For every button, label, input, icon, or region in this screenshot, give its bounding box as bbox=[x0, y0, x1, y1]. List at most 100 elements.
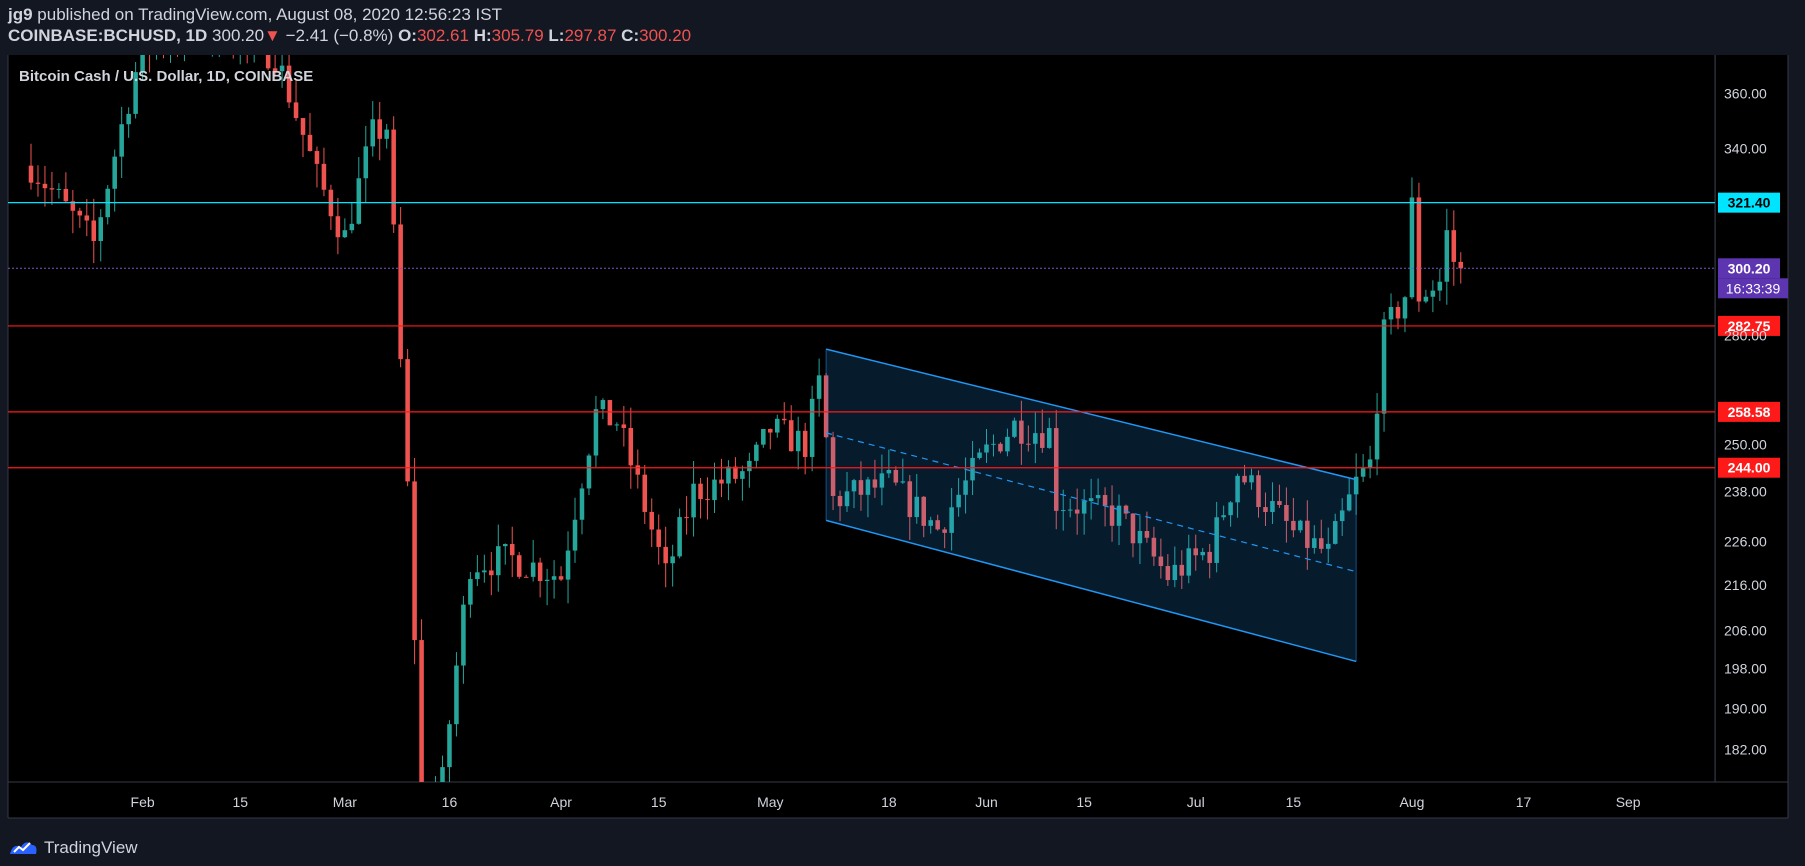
candle-body bbox=[886, 469, 892, 474]
candle-body bbox=[1451, 230, 1457, 262]
candle-body bbox=[210, 37, 215, 38]
horizontal-levels: 321.40 282.75 258.58 244.00 300.20 16:33:39 bbox=[8, 192, 1788, 478]
candle-body bbox=[1144, 530, 1150, 538]
candle-body bbox=[754, 444, 759, 461]
time-tick-label: 15 bbox=[1076, 794, 1092, 810]
candle-body bbox=[1388, 307, 1394, 320]
candle-body bbox=[572, 519, 578, 551]
candle-body bbox=[335, 216, 341, 238]
level-price-badge bbox=[1718, 401, 1780, 422]
candle-body bbox=[28, 165, 34, 183]
candle-body bbox=[1047, 428, 1052, 448]
candle-body bbox=[1102, 495, 1108, 506]
candle-body bbox=[1005, 436, 1010, 452]
candle-body bbox=[377, 119, 382, 139]
time-tick-label: Sep bbox=[1616, 794, 1641, 810]
time-axis[interactable] bbox=[8, 782, 1788, 818]
open-label: O: bbox=[398, 26, 417, 45]
candle-body bbox=[461, 604, 466, 666]
candle-body bbox=[1437, 281, 1443, 291]
candle-body bbox=[761, 428, 766, 445]
publish-line: jg9 published on TradingView.com, August… bbox=[8, 4, 691, 25]
candle-body bbox=[63, 188, 69, 202]
candle-body bbox=[440, 767, 445, 782]
price-tick-label: 190.00 bbox=[1724, 700, 1767, 716]
candle-body bbox=[1116, 505, 1122, 526]
candle-body bbox=[405, 359, 410, 482]
candle-body bbox=[272, 68, 278, 72]
candle-body bbox=[677, 517, 682, 557]
channel-lower-line[interactable] bbox=[825, 519, 1357, 663]
candle-body bbox=[91, 220, 97, 242]
high-value: 305.79 bbox=[491, 26, 544, 45]
time-ticks: Feb 15 Mar 16 Apr 15 May 18 Jun 15 Jul 15 Aug 17 Sep bbox=[131, 794, 1641, 810]
candle-body bbox=[914, 496, 920, 518]
candle-body bbox=[1423, 296, 1429, 302]
candle-body bbox=[593, 409, 599, 456]
candle-body bbox=[1019, 420, 1024, 444]
chart-pane[interactable] bbox=[8, 55, 1715, 782]
candle-body bbox=[363, 146, 369, 179]
candle-body bbox=[1256, 475, 1261, 508]
candle-body bbox=[1284, 504, 1289, 521]
candle-body bbox=[768, 428, 773, 433]
candle-body bbox=[1298, 520, 1303, 531]
candle-body bbox=[35, 182, 41, 184]
time-tick-label: Mar bbox=[333, 794, 357, 810]
candle-body bbox=[565, 550, 571, 580]
candle-body bbox=[482, 570, 487, 573]
candle-body bbox=[454, 665, 459, 725]
candle-body bbox=[991, 443, 996, 445]
footer-brand[interactable]: TradingView bbox=[44, 838, 138, 857]
channel-upper-line[interactable] bbox=[825, 348, 1357, 481]
candle-body bbox=[621, 424, 627, 428]
price-tick-label: 238.00 bbox=[1724, 484, 1767, 500]
descending-channel[interactable] bbox=[825, 348, 1357, 663]
candle-body bbox=[1012, 420, 1017, 437]
price-tick-label: 360.00 bbox=[1724, 86, 1767, 102]
price-tick-label: 340.00 bbox=[1724, 141, 1767, 157]
level-price-badge bbox=[1718, 315, 1780, 336]
candle-body bbox=[1367, 459, 1373, 468]
candle-body bbox=[182, 23, 187, 46]
level-price-label: 244.00 bbox=[1728, 460, 1771, 476]
candle-body bbox=[1409, 197, 1415, 298]
candle-body bbox=[259, 34, 264, 36]
candle-body bbox=[809, 398, 815, 457]
candle-body bbox=[684, 517, 689, 519]
channel-mid-line[interactable] bbox=[825, 432, 1357, 573]
high-label: H: bbox=[473, 26, 492, 45]
candle-body bbox=[649, 511, 654, 530]
candle-body bbox=[489, 570, 494, 576]
candle-body bbox=[175, 44, 180, 45]
channel-fill[interactable] bbox=[826, 349, 1357, 662]
candle-body bbox=[656, 529, 661, 547]
candle-body bbox=[140, 55, 145, 73]
price-tick-label: 206.00 bbox=[1724, 623, 1767, 639]
candle-body bbox=[670, 556, 675, 564]
change-value: −2.41 (−0.8%) bbox=[285, 26, 394, 45]
candle-body bbox=[1081, 501, 1087, 514]
candle-body bbox=[161, 42, 166, 48]
time-tick-label: Feb bbox=[131, 794, 155, 810]
candle-body bbox=[1172, 564, 1178, 581]
candle-body bbox=[795, 430, 801, 452]
level-price-label: 282.75 bbox=[1728, 318, 1771, 334]
candle-body bbox=[391, 129, 396, 225]
candle-body bbox=[1207, 551, 1212, 563]
candle-body bbox=[356, 178, 362, 224]
candle-body bbox=[879, 473, 885, 488]
candle-body bbox=[314, 151, 320, 164]
candle-body bbox=[1026, 443, 1031, 445]
candle-body bbox=[1395, 307, 1401, 319]
publisher-name[interactable]: jg9 bbox=[8, 5, 33, 24]
candle-body bbox=[1214, 517, 1219, 563]
candle-body bbox=[1291, 520, 1296, 531]
price-tick-label: 198.00 bbox=[1724, 661, 1767, 677]
candle-body bbox=[781, 418, 787, 421]
candle-body bbox=[1416, 197, 1422, 302]
candle-body bbox=[893, 469, 899, 483]
candle-body bbox=[398, 224, 403, 360]
candle-body bbox=[419, 640, 424, 782]
